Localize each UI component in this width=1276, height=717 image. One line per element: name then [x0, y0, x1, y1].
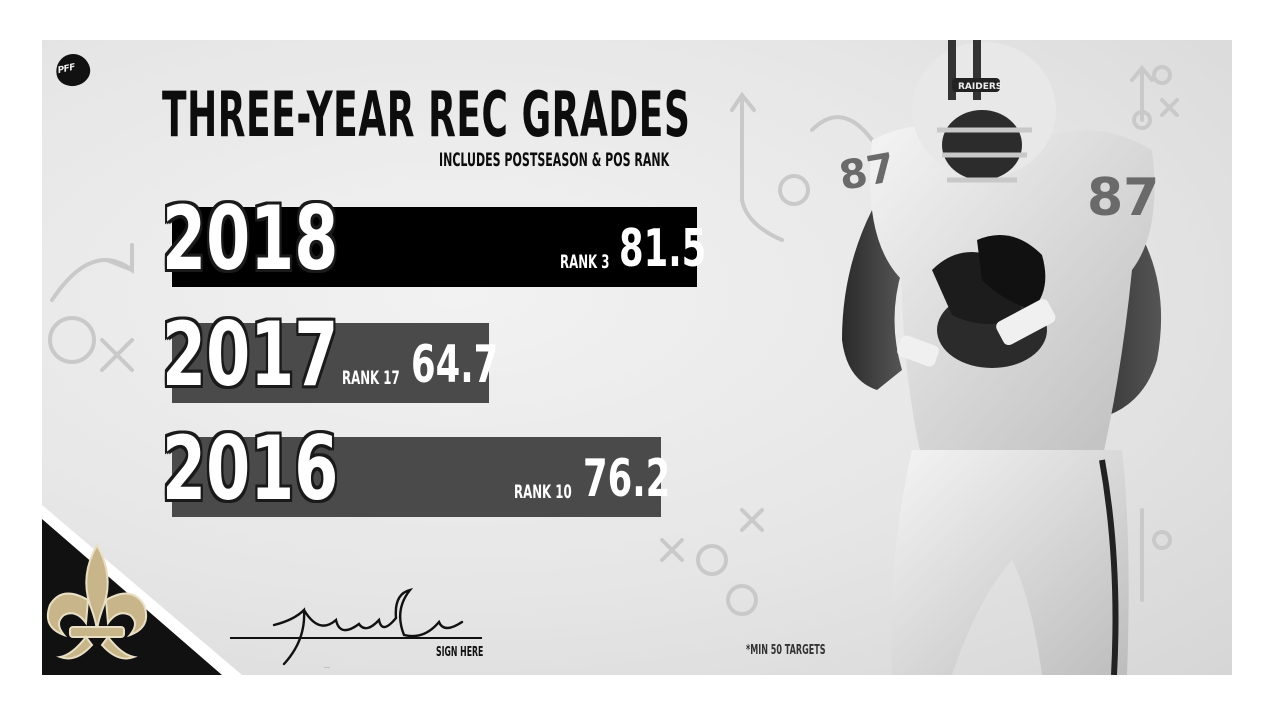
chart-subtitle: INCLUDES POSTSEASON & POS RANK: [439, 149, 670, 171]
category-label-2017: 2017: [162, 303, 339, 406]
bar-2017: [172, 323, 489, 403]
bar-2018: [172, 207, 697, 287]
fleur-de-lis-icon: [46, 542, 148, 660]
brand-text: PFF: [56, 62, 76, 77]
signature-text: Jared Cook: [323, 667, 330, 669]
team-corner-badge: [42, 505, 242, 675]
player-photo: 87 87 RAIDERS: [836, 40, 1162, 675]
footnote: *MIN 50 TARGETS: [746, 643, 826, 658]
chart-title: THREE-YEAR REC GRADES: [162, 78, 691, 151]
playbook-sketch-background: [48, 64, 1179, 616]
grade-label-2018: 81.5: [619, 219, 707, 279]
svg-text:87: 87: [836, 145, 899, 200]
signature: Jared Cook: [272, 587, 464, 669]
signature-line: [230, 637, 482, 639]
svg-text:87: 87: [1087, 168, 1159, 228]
grade-label-2016: 76.2: [582, 449, 671, 509]
grade-label-2017: 64.7: [410, 335, 499, 395]
sign-here-label: SIGN HERE: [436, 645, 484, 660]
rank-label-2016: RANK 10: [514, 481, 573, 503]
category-label-2016: 2016: [162, 417, 339, 520]
rank-label-2018: RANK 3: [560, 251, 610, 273]
rank-label-2017: RANK 17: [342, 367, 400, 389]
svg-text:RAIDERS: RAIDERS: [958, 82, 1002, 92]
graphic-card: PFF THREE-YEAR REC GRADES INCLUDES POSTS…: [42, 40, 1232, 675]
category-label-2018: 2018: [162, 187, 339, 290]
bar-2016: [172, 437, 661, 517]
